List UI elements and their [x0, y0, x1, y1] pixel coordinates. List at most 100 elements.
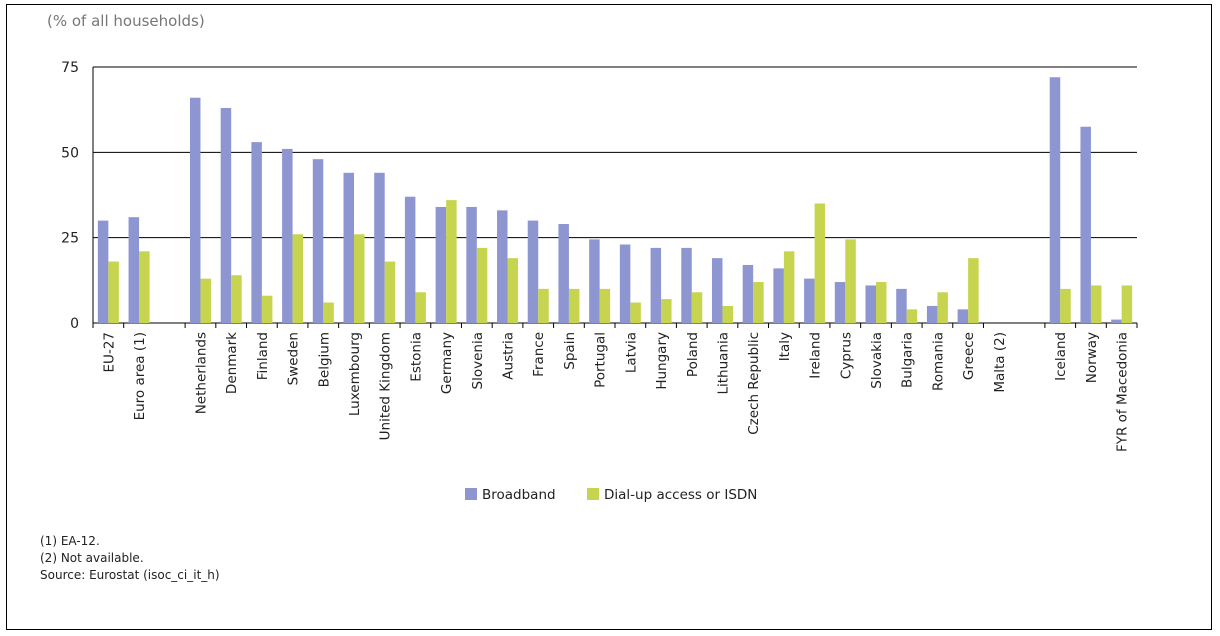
- x-category-label: Euro area (1): [132, 332, 148, 420]
- x-category-label: Ireland: [808, 332, 824, 379]
- bar-broadband: [128, 217, 140, 323]
- bar-dialup: [354, 234, 365, 323]
- bar-dialup: [814, 203, 826, 323]
- unit-label: (% of all households): [47, 12, 205, 30]
- bar-broadband: [896, 288, 907, 323]
- x-category-label: Austria: [501, 332, 517, 380]
- bar-broadband: [527, 220, 539, 323]
- bar-dialup: [108, 261, 119, 323]
- bar-dialup: [415, 292, 426, 323]
- x-category-label: Italy: [777, 332, 793, 361]
- bar-broadband: [282, 148, 293, 323]
- source-note: Source: Eurostat (isoc_ci_it_h): [40, 568, 220, 582]
- legend-label-broadband: Broadband: [482, 487, 556, 503]
- bar-broadband: [773, 268, 784, 323]
- bar-dialup: [261, 295, 273, 323]
- bar-broadband: [589, 239, 600, 323]
- x-category-label: United Kingdom: [378, 332, 394, 440]
- bar-broadband: [926, 305, 938, 323]
- x-category-label: EU-27: [101, 332, 117, 372]
- x-category-label: Czech Republic: [746, 332, 762, 435]
- bar-dialup: [323, 302, 334, 323]
- x-category-label: Malta (2): [992, 332, 1008, 393]
- bar-dialup: [753, 282, 764, 323]
- bar-broadband: [558, 224, 569, 323]
- x-category-label: Norway: [1084, 332, 1100, 383]
- bar-broadband: [1111, 319, 1122, 323]
- bar-broadband: [804, 278, 815, 323]
- bar-dialup: [661, 299, 672, 323]
- x-category-label: Lithuania: [715, 332, 731, 395]
- x-category-label: Cyprus: [838, 332, 854, 379]
- bar-broadband: [374, 172, 385, 323]
- bar-dialup: [783, 251, 795, 323]
- bar-broadband: [619, 244, 631, 323]
- bar-dialup: [1121, 285, 1133, 323]
- bar-broadband: [834, 282, 846, 323]
- y-tick-label: 0: [70, 316, 79, 332]
- x-category-label: Hungary: [654, 332, 670, 390]
- y-tick-label: 75: [61, 60, 79, 76]
- x-category-label: Estonia: [408, 332, 424, 382]
- bar-broadband: [742, 264, 754, 323]
- bar-dialup: [446, 200, 457, 323]
- bar-dialup: [568, 288, 580, 323]
- bar-broadband: [1080, 126, 1091, 323]
- legend-swatch-dialup: [587, 488, 599, 500]
- x-category-label: Netherlands: [193, 332, 209, 414]
- bar-dialup: [599, 288, 611, 323]
- x-category-label: Spain: [562, 332, 578, 370]
- bar-broadband: [466, 206, 477, 323]
- bar-broadband: [1049, 77, 1061, 324]
- bar-dialup: [538, 288, 549, 323]
- bar-dialup: [1060, 288, 1071, 323]
- legend-swatch-broadband: [465, 488, 477, 500]
- x-category-label: Romania: [930, 332, 946, 391]
- bar-broadband: [435, 206, 447, 323]
- x-category-label: Portugal: [593, 332, 609, 388]
- bar-broadband: [404, 196, 416, 323]
- x-category-label: France: [531, 332, 547, 377]
- bar-dialup: [630, 302, 641, 323]
- bar-dialup: [384, 261, 396, 323]
- bar-dialup: [292, 234, 304, 323]
- chart-frame: (% of all households) 0 25 50 75 EU-27 Euro a…: [6, 4, 1212, 630]
- bar-broadband: [957, 309, 969, 323]
- x-category-label: Germany: [439, 332, 455, 394]
- bar-dialup: [200, 278, 211, 323]
- footnote-1: (1) EA-12.: [40, 534, 100, 548]
- bar-chart: 0 25 50 75 EU-27 Euro area (1) Netherlands Denm…: [61, 60, 1138, 503]
- legend-label-dialup: Dial-up access or ISDN: [604, 487, 757, 503]
- x-category-label: Poland: [685, 332, 701, 377]
- bar-dialup: [507, 258, 519, 323]
- bar-broadband: [711, 258, 723, 323]
- bar-dialup: [139, 251, 150, 323]
- x-category-label: Denmark: [224, 332, 240, 394]
- bar-broadband: [220, 107, 232, 324]
- bar-broadband: [251, 142, 262, 323]
- x-category-label: Slovenia: [470, 332, 486, 389]
- bar-dialup: [1090, 285, 1102, 323]
- bar-dialup: [906, 309, 918, 323]
- bar-broadband: [650, 247, 662, 323]
- bar-dialup: [876, 282, 887, 323]
- bar-broadband: [312, 159, 324, 323]
- x-category-label: Bulgaria: [900, 332, 916, 388]
- bar-broadband: [497, 210, 508, 323]
- bar-broadband: [681, 247, 692, 323]
- x-category-label: Luxembourg: [347, 332, 363, 416]
- bar-broadband: [189, 97, 201, 323]
- y-tick-label: 25: [61, 231, 79, 247]
- bar-dialup: [722, 305, 733, 323]
- bar-dialup: [937, 292, 948, 323]
- y-tick-label: 50: [61, 145, 79, 161]
- x-category-label: Sweden: [286, 332, 302, 385]
- bar-broadband: [97, 220, 109, 323]
- footnotes: (1) EA-12. (2) Not available. Source: Eu…: [40, 533, 220, 584]
- bar-dialup: [231, 275, 242, 323]
- x-category-label: Latvia: [623, 332, 639, 373]
- x-category-label: Slovakia: [869, 332, 885, 389]
- x-category-label: FYR of Macedonia: [1115, 332, 1131, 452]
- bar-broadband: [865, 285, 876, 323]
- x-category-label: Iceland: [1053, 332, 1069, 381]
